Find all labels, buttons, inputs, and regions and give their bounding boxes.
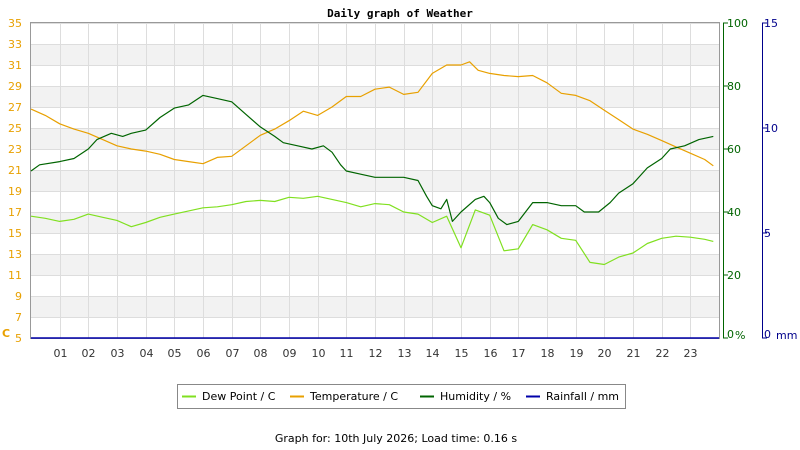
temperature-tick-label: 19 <box>8 185 22 198</box>
rainfall-tick-label: 15 <box>764 17 778 30</box>
hour-tick-label: 01 <box>54 347 68 360</box>
temperature-tick-label: 9 <box>15 290 22 303</box>
series-line-dew-point-c <box>30 195 714 266</box>
rainfall-tick-label: 0 <box>764 328 771 341</box>
temperature-tick-label: 13 <box>8 248 22 261</box>
humidity-unit-label: % <box>735 329 745 342</box>
rainfall-tick-label: 5 <box>764 227 771 240</box>
hour-tick-label: 06 <box>197 347 211 360</box>
humidity-tick-label: 80 <box>727 80 741 93</box>
temperature-tick-label: 11 <box>8 269 22 282</box>
temperature-tick-label: 5 <box>15 332 22 345</box>
temperature-unit-label: C <box>2 327 10 340</box>
hour-tick-label: 14 <box>426 347 440 360</box>
legend: Dew Point / C Temperature / C Humidity / %… <box>177 384 626 409</box>
rainfall-unit-label: mm <box>776 329 797 342</box>
legend-label: Humidity / % <box>440 390 511 403</box>
hour-tick-label: 02 <box>82 347 96 360</box>
hour-tick-label: 21 <box>627 347 641 360</box>
hour-tick-label: 07 <box>226 347 240 360</box>
legend-label: Temperature / C <box>309 390 398 403</box>
humidity-tick-label: 40 <box>727 206 741 219</box>
hour-tick-label: 22 <box>656 347 670 360</box>
hour-tick-label: 16 <box>484 347 498 360</box>
hour-tick-label: 15 <box>455 347 469 360</box>
humidity-tick-label: 0 <box>727 328 734 341</box>
humidity-tick-label: 60 <box>727 143 741 156</box>
temperature-tick-label: 21 <box>8 164 22 177</box>
temperature-tick-label: 25 <box>8 122 22 135</box>
temperature-tick-label: 23 <box>8 143 22 156</box>
hour-tick-label: 05 <box>168 347 182 360</box>
humidity-tick-label: 100 <box>727 17 748 30</box>
footer-text: Graph for: 10th July 2026; Load time: 0.… <box>275 432 518 445</box>
hour-tick-label: 17 <box>512 347 526 360</box>
legend-label: Dew Point / C <box>202 390 276 403</box>
hour-tick-label: 18 <box>541 347 555 360</box>
temperature-tick-label: 35 <box>8 17 22 30</box>
hour-tick-label: 04 <box>140 347 154 360</box>
hour-tick-label: 10 <box>312 347 326 360</box>
temperature-tick-label: 33 <box>8 38 22 51</box>
hour-tick-label: 23 <box>684 347 698 360</box>
hour-tick-label: 19 <box>570 347 584 360</box>
humidity-tick-label: 20 <box>727 269 741 282</box>
series-line-temperature-c <box>30 61 714 167</box>
grid-lines <box>31 23 719 339</box>
temperature-tick-label: 15 <box>8 227 22 240</box>
hour-tick-label: 20 <box>598 347 612 360</box>
hour-tick-label: 11 <box>340 347 354 360</box>
chart-title: Daily graph of Weather <box>327 7 473 20</box>
legend-box <box>177 384 626 409</box>
legend-label: Rainfall / mm <box>546 390 619 403</box>
hour-tick-label: 08 <box>254 347 268 360</box>
temperature-tick-label: 27 <box>8 101 22 114</box>
series-line-humidity <box>30 94 714 226</box>
hour-tick-label: 03 <box>111 347 125 360</box>
hour-tick-label: 13 <box>398 347 412 360</box>
rainfall-tick-label: 10 <box>764 122 778 135</box>
hour-tick-label: 09 <box>283 347 297 360</box>
series-layer <box>30 61 719 339</box>
temperature-tick-label: 29 <box>8 80 22 93</box>
temperature-tick-label: 17 <box>8 206 22 219</box>
hour-tick-label: 12 <box>369 347 383 360</box>
temperature-tick-label: 7 <box>15 311 22 324</box>
temperature-tick-label: 31 <box>8 59 22 72</box>
